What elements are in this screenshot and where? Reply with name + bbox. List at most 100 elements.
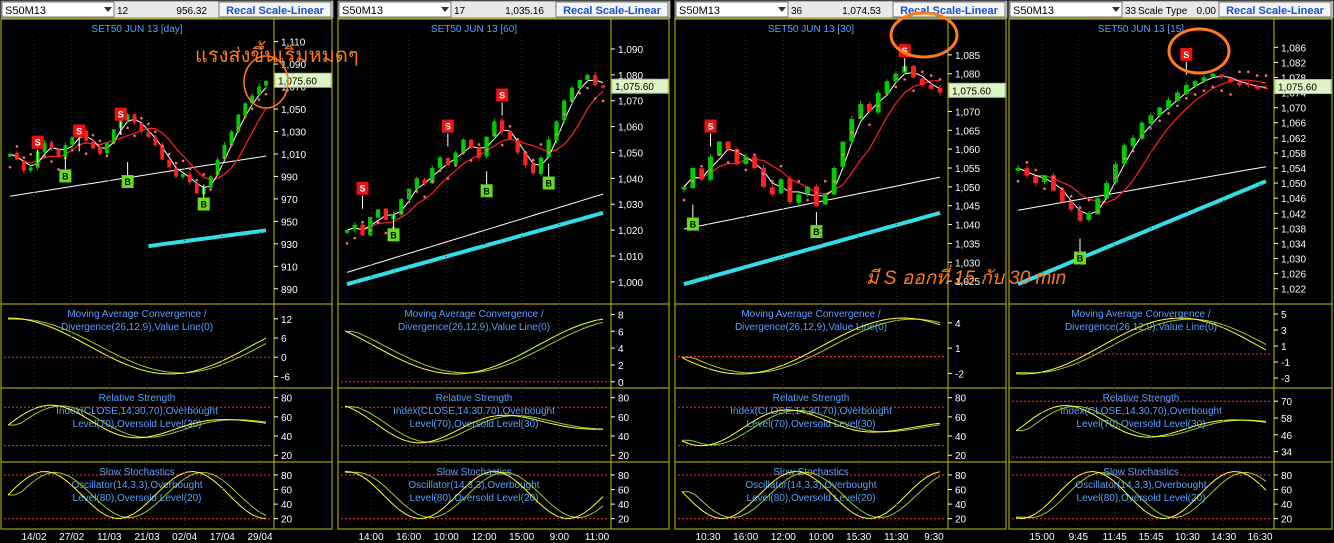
- candle: [1263, 88, 1269, 90]
- period-code: 33: [1125, 6, 1137, 17]
- candle: [257, 86, 261, 95]
- x-tick-label: 15:00: [509, 532, 534, 543]
- sto-title: Slow Stochastics Oscillator(14,3,3),Overb…: [745, 467, 876, 504]
- rsi-tick-label: 20: [955, 451, 967, 462]
- candle: [125, 114, 130, 121]
- chevron-down-icon[interactable]: [1112, 7, 1120, 12]
- chevron-down-icon[interactable]: [104, 7, 112, 12]
- rsi-tick-label: 60: [955, 413, 967, 424]
- symbol-box[interactable]: [675, 1, 789, 18]
- symbol-box[interactable]: [1009, 1, 1123, 18]
- sar-dot: [1025, 161, 1029, 164]
- sar-dot: [1069, 194, 1073, 198]
- sar-dot: [547, 151, 550, 155]
- candle: [1095, 198, 1101, 215]
- macd-tick-label: 2: [618, 361, 624, 372]
- ma-slow-line: [9, 107, 267, 181]
- ma-slow-line: [683, 80, 940, 195]
- buy-marker-label: B: [62, 171, 69, 181]
- sto-tick-label: 60: [281, 486, 293, 497]
- candle: [593, 75, 598, 86]
- buy-marker: [121, 175, 134, 189]
- chart-title: SET50 JUN 13 [60]: [431, 24, 517, 35]
- sar-dot: [1158, 119, 1162, 123]
- price-tick-label: 1,058: [1281, 149, 1306, 160]
- sar-dot: [167, 152, 171, 156]
- sto-tick-label: 80: [281, 471, 293, 482]
- sell-marker-label: S: [902, 46, 908, 56]
- candle: [725, 141, 731, 150]
- ma-fast-line: [346, 79, 604, 231]
- candle: [42, 142, 47, 152]
- sar-dot: [1140, 134, 1144, 138]
- sar-dot: [823, 179, 827, 183]
- candle: [1228, 78, 1234, 82]
- price-tick-label: 1,080: [955, 70, 980, 81]
- sar-dot: [384, 231, 388, 235]
- symbol-box[interactable]: [1, 1, 115, 18]
- sar-dot: [912, 89, 915, 92]
- buy-marker-label: B: [200, 200, 207, 210]
- candle: [360, 224, 365, 236]
- buy-marker-label: B: [690, 220, 697, 230]
- candle: [399, 199, 404, 215]
- sar-dot: [1078, 206, 1082, 209]
- candle: [884, 81, 890, 94]
- candle: [484, 136, 489, 157]
- x-tick-label: 15:00: [1029, 532, 1054, 543]
- ma-long-line: [683, 176, 941, 230]
- macd-tick-label: 1: [955, 344, 961, 355]
- candle: [858, 103, 863, 119]
- sto-tick-label: 20: [955, 515, 967, 526]
- sar-dot: [691, 179, 695, 183]
- recal-scale-button[interactable]: [1218, 1, 1332, 18]
- sar-dot: [423, 195, 426, 199]
- macd-tick-label: 1: [1281, 342, 1287, 353]
- candle: [461, 139, 466, 153]
- price-tick-label: 1,020: [618, 226, 643, 237]
- sto-line: [1015, 470, 1267, 520]
- sar-dot: [709, 168, 712, 172]
- price-tick-label: 1,062: [1281, 134, 1306, 145]
- rsi-line: [7, 404, 267, 439]
- rsi-tick-label: 40: [618, 432, 630, 443]
- sar-dot: [188, 167, 192, 171]
- price-tick-label: 1,055: [955, 164, 980, 175]
- candle: [893, 73, 899, 82]
- sar-dot: [508, 125, 512, 128]
- candle: [919, 78, 925, 86]
- symbol-box[interactable]: [338, 1, 452, 18]
- sar-dot: [500, 143, 504, 147]
- candle: [1068, 201, 1074, 210]
- ma-trend-line: [346, 210, 604, 287]
- sar-dot: [376, 221, 380, 224]
- ma-long-line: [1017, 166, 1267, 211]
- recal-scale-label: Recal Scale-Linear: [226, 5, 325, 17]
- chevron-down-icon[interactable]: [778, 7, 786, 12]
- last-price-label: 1,075.60: [1278, 83, 1317, 94]
- rsi-line: [681, 409, 941, 447]
- price-tick-label: 1,074: [1281, 89, 1306, 100]
- candle: [21, 160, 26, 171]
- candle: [15, 152, 19, 160]
- highlight-circle: [243, 55, 289, 109]
- sar-dot: [1016, 179, 1020, 183]
- sar-dot: [570, 99, 574, 103]
- sar-dot: [22, 156, 26, 159]
- candle: [215, 159, 220, 176]
- recal-scale-label: Recal Scale-Linear: [563, 5, 662, 17]
- chevron-down-icon[interactable]: [441, 7, 449, 12]
- highlight-circle: [1167, 27, 1231, 75]
- sar-dot: [43, 154, 46, 158]
- candle: [787, 178, 793, 202]
- price-tick-label: 1,065: [955, 126, 980, 137]
- recal-scale-button[interactable]: [555, 1, 669, 18]
- candle: [8, 153, 12, 157]
- candle: [250, 95, 255, 104]
- x-tick-label: 16:00: [396, 532, 421, 543]
- recal-scale-button[interactable]: [218, 1, 332, 18]
- price-tick-label: 1,070: [1281, 104, 1306, 115]
- scale-type-label: Scale Type: [1138, 6, 1188, 17]
- rsi-title: Relative Strength Index(CLOSE,14,30,70),O…: [1060, 393, 1222, 430]
